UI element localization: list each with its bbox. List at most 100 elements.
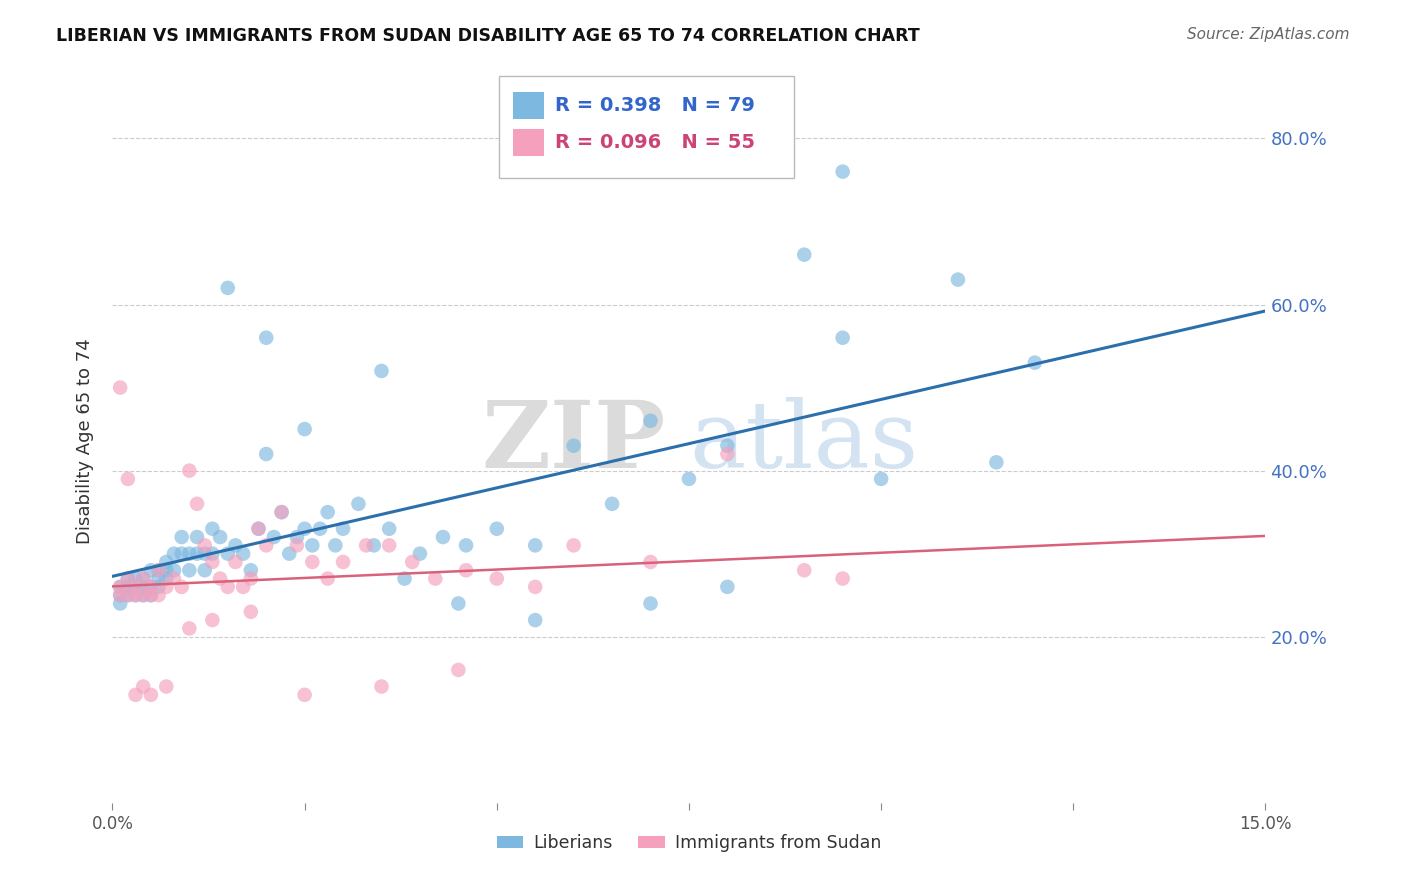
Point (179, 621, 201, 635)
Text: Source: ZipAtlas.com: Source: ZipAtlas.com (1187, 27, 1350, 42)
Point (194, 563, 217, 577)
Point (224, 555, 246, 569)
Point (524, 613, 547, 627)
Point (155, 555, 177, 569)
Text: R = 0.398   N = 79: R = 0.398 N = 79 (555, 96, 755, 115)
Point (285, 530, 308, 544)
Legend: Liberians, Immigrants from Sudan: Liberians, Immigrants from Sudan (489, 827, 889, 859)
Point (132, 580, 155, 594)
Point (155, 572, 177, 586)
Point (640, 414, 662, 428)
Point (325, 538, 347, 552)
Point (108, 380, 131, 394)
Point (524, 580, 547, 594)
Point (108, 588, 131, 602)
Point (378, 538, 401, 552)
Point (239, 572, 262, 586)
Point (640, 597, 662, 611)
Point (347, 497, 370, 511)
Point (600, 497, 623, 511)
Point (124, 580, 146, 594)
Text: ZIP: ZIP (482, 397, 666, 486)
Point (332, 522, 354, 536)
Y-axis label: Disability Age 65 to 74: Disability Age 65 to 74 (76, 339, 94, 544)
Point (354, 538, 377, 552)
Point (155, 680, 177, 694)
Point (363, 538, 385, 552)
Point (201, 547, 224, 561)
Point (179, 563, 201, 577)
Point (239, 563, 262, 577)
Point (108, 580, 131, 594)
Text: R = 0.096   N = 55: R = 0.096 N = 55 (555, 133, 755, 153)
Point (870, 472, 893, 486)
Point (179, 547, 201, 561)
Point (217, 547, 239, 561)
Point (179, 464, 201, 478)
Point (132, 680, 155, 694)
Point (294, 688, 316, 702)
Point (170, 580, 193, 594)
Point (1024, 356, 1046, 370)
Point (562, 439, 585, 453)
Point (108, 580, 131, 594)
Point (394, 572, 416, 586)
Point (124, 572, 146, 586)
Point (217, 281, 239, 295)
Point (139, 563, 162, 577)
Point (209, 572, 232, 586)
Point (163, 563, 186, 577)
Point (432, 530, 454, 544)
Point (524, 538, 547, 552)
Point (155, 580, 177, 594)
Point (170, 547, 193, 561)
Point (263, 530, 285, 544)
Point (139, 580, 162, 594)
Point (148, 588, 170, 602)
Point (232, 547, 254, 561)
Point (124, 588, 146, 602)
Point (117, 588, 139, 602)
Point (247, 522, 270, 536)
Point (201, 555, 224, 569)
Point (562, 538, 585, 552)
Point (294, 522, 316, 536)
Text: atlas: atlas (689, 397, 918, 486)
Point (270, 505, 292, 519)
Point (278, 547, 301, 561)
Point (224, 538, 246, 552)
Point (831, 331, 853, 345)
Point (425, 572, 447, 586)
Point (124, 580, 146, 594)
Point (716, 439, 738, 453)
Point (148, 563, 170, 577)
Point (148, 580, 170, 594)
Point (986, 455, 1008, 469)
Point (793, 563, 815, 577)
Point (117, 572, 139, 586)
Point (454, 538, 477, 552)
Point (124, 588, 146, 602)
Point (447, 597, 470, 611)
Point (170, 530, 193, 544)
Point (285, 538, 308, 552)
Point (678, 472, 700, 486)
Point (163, 572, 186, 586)
Point (132, 572, 155, 586)
Point (108, 597, 131, 611)
Point (270, 505, 292, 519)
Point (148, 572, 170, 586)
Point (148, 563, 170, 577)
Point (108, 588, 131, 602)
Point (640, 555, 662, 569)
Point (401, 555, 423, 569)
Point (186, 547, 208, 561)
Point (155, 563, 177, 577)
Point (217, 580, 239, 594)
Point (294, 422, 316, 436)
Point (117, 472, 139, 486)
Point (139, 580, 162, 594)
Point (370, 364, 392, 378)
Point (716, 580, 738, 594)
Point (132, 588, 155, 602)
